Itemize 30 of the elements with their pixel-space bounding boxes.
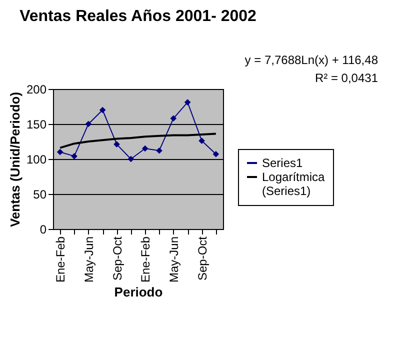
point xyxy=(170,115,177,122)
y-axis-title: Ventas (Unid/Periodo) xyxy=(7,92,22,228)
y-tick-label: 200 xyxy=(26,82,47,96)
text: R² = 0,0431 xyxy=(314,71,378,85)
x-tick-label: Sep-Oct xyxy=(195,236,210,281)
x-tick-label: Ene-Feb xyxy=(138,236,153,283)
point xyxy=(71,153,78,160)
legend-label: Series1 xyxy=(262,156,304,170)
point xyxy=(85,120,92,128)
point xyxy=(156,147,162,154)
point xyxy=(212,150,220,158)
point xyxy=(56,148,64,156)
y-tick-label: 150 xyxy=(26,118,47,132)
x-tick-label: Ene-Feb xyxy=(54,236,68,283)
point xyxy=(142,145,148,152)
point xyxy=(99,106,106,114)
y-tick-label: 50 xyxy=(33,188,47,202)
chart-title: Ventas Reales Años 2001- 2002 xyxy=(20,8,257,25)
point xyxy=(184,99,191,106)
text: y = 7,7688Ln(x) + 116,48 xyxy=(244,53,378,67)
x-axis-title: Periodo xyxy=(114,284,163,300)
point xyxy=(114,141,120,148)
y-tick-label: 100 xyxy=(26,152,47,166)
x-tick-label: Sep-Oct xyxy=(110,236,124,281)
y-tick-label: 0 xyxy=(40,222,47,236)
point xyxy=(128,156,134,162)
legend-label: Logarítmica (Series1) xyxy=(262,170,326,198)
x-tick-label: May-Jun xyxy=(166,236,181,283)
x-tick-label: May-Jun xyxy=(82,236,96,283)
point xyxy=(198,138,205,144)
